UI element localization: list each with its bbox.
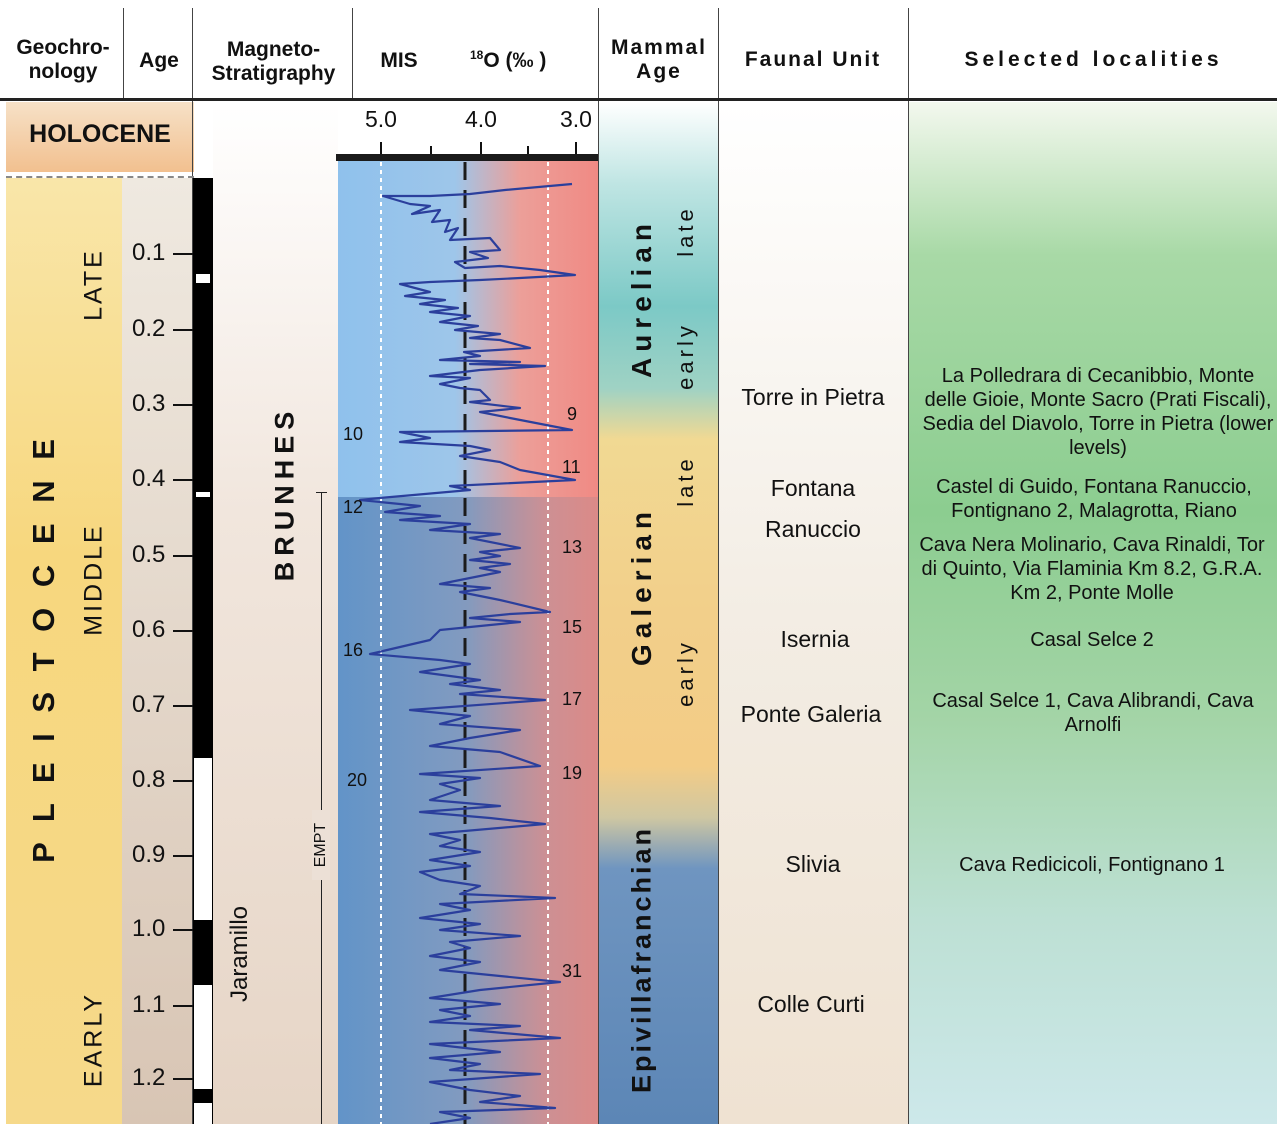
age-band	[122, 178, 194, 1124]
mis-label: 20	[347, 770, 368, 790]
age-tick	[173, 1078, 193, 1080]
header-age: Age	[139, 49, 179, 72]
polarity-normal	[193, 1089, 213, 1103]
header-magnetostratigraphy: Magneto- Stratigraphy	[211, 38, 336, 86]
galerian-early-label: early	[673, 639, 698, 707]
age-tick-label: 1.1	[132, 991, 166, 1018]
locality-entry: Casal Selce 2	[1030, 629, 1154, 651]
header-selected-localities: Selected localities	[964, 48, 1223, 71]
mis-label: 12	[343, 497, 364, 517]
age-tick	[173, 555, 193, 557]
o18-axis-label: 4.0	[465, 106, 497, 132]
age-tick-label: 0.2	[132, 315, 166, 342]
faunal-unit: Torre in Pietra	[741, 384, 885, 410]
divider	[123, 8, 124, 100]
locality-entry: Casal Selce 1, Cava Alibrandi, Cava Arno…	[932, 690, 1254, 736]
age-tick-label: 0.8	[132, 766, 166, 793]
o18-curve	[358, 182, 577, 1124]
mis-label: 17	[562, 689, 583, 709]
holocene-band	[6, 102, 194, 172]
age-tick-label: 1.0	[132, 915, 166, 942]
age-tick	[173, 780, 193, 782]
age-tick	[173, 329, 193, 331]
mis-label: 19	[562, 763, 583, 783]
o18-superscript: 18	[470, 48, 484, 62]
age-tick-label: 0.6	[132, 616, 166, 643]
epivillafranchian-label: Epivillafranchian	[626, 825, 657, 1094]
age-tick-label: 0.4	[132, 465, 166, 492]
age-tick	[173, 630, 193, 632]
holocene-label: HOLOCENE	[29, 120, 171, 148]
age-tick-label: 0.5	[132, 541, 166, 568]
mis-label: 15	[562, 617, 583, 637]
galerian-late-label: late	[673, 455, 698, 507]
polarity-reversed	[193, 758, 213, 920]
divider	[598, 8, 599, 1124]
faunal-unit: Ponte Galeria	[740, 701, 882, 727]
header-o18: 18O (‰ )	[470, 48, 570, 73]
holocene-dash	[6, 176, 194, 178]
polarity-excursion	[196, 274, 210, 283]
age-tick	[173, 705, 193, 707]
o18-axis-bar	[336, 154, 598, 161]
mis-label: 31	[562, 961, 583, 981]
mis-label: 10	[343, 424, 364, 444]
empt-bracket-cap	[316, 492, 327, 493]
faunal-unit: Slivia	[785, 851, 841, 877]
age-tick-label: 1.2	[132, 1064, 166, 1091]
header-faunal-unit: Faunal Unit	[744, 48, 882, 71]
age-tick-label: 0.1	[132, 239, 166, 266]
mis-label: 11	[562, 457, 581, 477]
mis-label: 16	[343, 640, 364, 660]
magneto-band	[213, 102, 338, 1124]
age-tick	[173, 253, 193, 255]
age-tick	[173, 929, 193, 931]
divider	[192, 8, 193, 1124]
locality-entry: Castel di Guido, Fontana Ranuccio, Fonti…	[936, 476, 1252, 522]
locality-entry: Cava Nera Molinario, Cava Rinaldi, Tor d…	[919, 534, 1265, 604]
divider	[352, 8, 353, 100]
polarity-normal	[193, 920, 213, 985]
empt-bracket	[321, 492, 322, 1124]
mammal-band	[598, 102, 718, 1124]
faunal-unit: Isernia	[780, 626, 850, 652]
localities-band	[908, 102, 1277, 1124]
o18-axis-label: 5.0	[365, 106, 397, 132]
header-geochronology: Geochro- nology	[16, 36, 110, 84]
faunal-band	[718, 102, 908, 1124]
polarity-reversed	[193, 985, 213, 1089]
mis-label: 9	[567, 404, 578, 424]
header-mammal-age: Mammal Age	[610, 36, 708, 84]
age-tick-label: 0.3	[132, 390, 166, 417]
polarity-normal	[193, 178, 213, 758]
header-mis: MIS	[380, 49, 418, 72]
o18-label: O (‰ )	[483, 49, 547, 72]
aurelian-label: Aurelian	[626, 217, 657, 379]
header-rule	[0, 98, 1277, 101]
divider	[908, 8, 909, 1124]
mis-label: 13	[562, 537, 583, 557]
pleistocene-band	[6, 178, 122, 1124]
faunal-unit: Colle Curti	[757, 991, 865, 1017]
age-tick	[173, 404, 193, 406]
o18-axis-ticks	[380, 142, 577, 156]
polarity-excursion	[196, 492, 210, 497]
age-tick	[173, 855, 193, 857]
locality-entry: La Polledrara di Cecanibbio, Monte delle…	[922, 365, 1274, 459]
faunal-unit: Fontana Ranuccio	[765, 475, 861, 542]
o18-axis-label: 3.0	[560, 106, 592, 132]
aurelian-late-label: late	[673, 205, 698, 257]
age-tick	[173, 479, 193, 481]
aurelian-early-label: early	[673, 322, 698, 390]
galerian-label: Galerian	[626, 505, 657, 667]
age-tick-label: 0.9	[132, 841, 166, 868]
divider	[718, 8, 719, 1124]
locality-entry: Cava Redicicoli, Fontignano 1	[959, 854, 1225, 876]
polarity-reversed	[193, 1103, 213, 1124]
age-tick	[173, 1005, 193, 1007]
age-tick-label: 0.7	[132, 691, 166, 718]
